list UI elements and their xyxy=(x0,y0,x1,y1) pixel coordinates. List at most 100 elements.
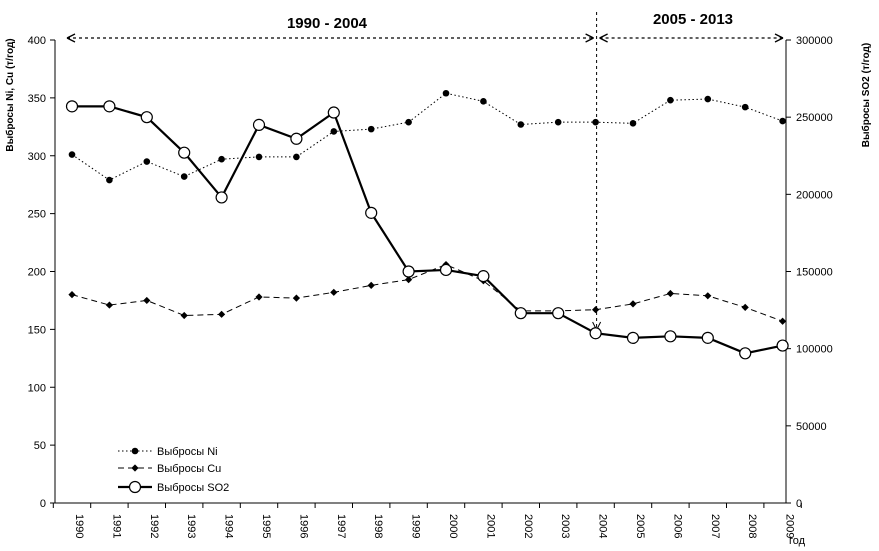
y-axis-left-title: Выбросы Ni, Cu (т/год) xyxy=(4,38,16,151)
x-tick-label: 2009 xyxy=(784,514,796,538)
series-3-line xyxy=(72,105,783,355)
series-2-point xyxy=(218,310,226,318)
x-tick-label: 1992 xyxy=(148,514,160,538)
y-tick-label-right: 250000 xyxy=(796,112,833,124)
x-tick-label: 2008 xyxy=(746,514,758,538)
series-2-point xyxy=(367,281,375,289)
x-tick-label: 2001 xyxy=(484,514,496,538)
series-2-point xyxy=(255,293,263,301)
legend-swatch-marker-3 xyxy=(128,480,142,494)
series xyxy=(65,89,789,360)
series-3-point xyxy=(140,111,153,124)
series-3-point xyxy=(439,263,453,277)
series-1-point xyxy=(667,96,674,104)
series-1-point xyxy=(480,98,487,105)
series-2 xyxy=(68,260,787,325)
series-2-point xyxy=(779,317,787,325)
period-2-arrow-right xyxy=(774,33,784,43)
y-tick-label-right: 200000 xyxy=(796,189,833,201)
series-3-point xyxy=(776,339,789,352)
series-3-point xyxy=(290,132,303,145)
legend-label-2: Выбросы Cu xyxy=(157,463,221,475)
series-3-point xyxy=(215,191,228,204)
period-2-arrow-left xyxy=(599,33,608,43)
series-1-point xyxy=(218,155,225,163)
legend-swatch-marker-2 xyxy=(131,464,139,472)
series-1-point xyxy=(442,89,450,97)
series-1-point xyxy=(704,95,712,103)
series-1-line xyxy=(71,92,783,181)
x-axis-title: год xyxy=(789,535,806,547)
series-1-point xyxy=(330,128,338,135)
series-3-point xyxy=(701,331,714,344)
series-1-point xyxy=(741,103,749,111)
series-1-point xyxy=(517,121,525,128)
series-2-point xyxy=(143,296,151,305)
series-3-point xyxy=(739,347,752,360)
series-3-point xyxy=(664,330,677,343)
axes: 0 50 100 150 200 250 300 350 400 0 50000 100000 1500… xyxy=(4,35,872,547)
series-2-point xyxy=(704,292,712,300)
x-tick-label: 1996 xyxy=(297,514,309,538)
series-2-point xyxy=(405,276,413,284)
y-tick-label-right: 50000 xyxy=(796,421,827,433)
series-1-point xyxy=(779,117,786,125)
series-1-point xyxy=(68,151,76,158)
series-3-point xyxy=(552,307,565,320)
x-tick-label: 2003 xyxy=(559,514,571,538)
series-3-point xyxy=(626,331,640,344)
series-2-point xyxy=(592,306,600,314)
series-2-point xyxy=(105,301,113,309)
series-2-point xyxy=(292,294,300,302)
series-3-point xyxy=(402,265,415,278)
series-1-point xyxy=(255,153,263,161)
period-label-1990-2004: 1990 - 2004 xyxy=(287,15,368,32)
series-2-point xyxy=(330,288,338,296)
y-tick-label-left: 150 xyxy=(28,324,46,336)
series-3-point xyxy=(327,106,340,119)
legend-label-3: Выбросы SO2 xyxy=(157,482,229,494)
series-1-point xyxy=(367,125,375,133)
y-tick-label-left: 350 xyxy=(28,93,46,105)
series-1-point xyxy=(106,176,113,184)
y-tick-label-right: 300000 xyxy=(796,35,833,47)
x-tick-label: 1994 xyxy=(223,514,235,538)
x-tick-label: 2002 xyxy=(522,514,534,538)
series-3-point xyxy=(589,327,602,340)
x-tick-label: 1995 xyxy=(260,514,272,538)
series-1-point xyxy=(405,118,412,126)
series-1-point xyxy=(180,173,188,180)
series-3-point xyxy=(65,100,79,113)
series-3-point xyxy=(103,100,116,113)
y-tick-label-right: 0 xyxy=(796,498,802,510)
series-2-point xyxy=(180,311,188,320)
series-3-point xyxy=(477,270,490,283)
y-tick-label-left: 0 xyxy=(40,498,46,510)
period-1-arrow-right xyxy=(585,33,594,43)
series-2-point xyxy=(629,300,637,308)
x-tick-label: 1998 xyxy=(372,514,384,538)
series-1-point xyxy=(293,153,300,161)
x-tick-label: 2000 xyxy=(447,514,459,538)
x-tick-label: 2005 xyxy=(634,514,646,538)
legend-label-1: Выбросы Ni xyxy=(157,446,218,458)
y-tick-label-right: 100000 xyxy=(796,344,833,356)
series-3 xyxy=(65,100,789,360)
x-tick-label: 1997 xyxy=(335,514,347,538)
x-tick-label: 1991 xyxy=(110,514,122,538)
y-tick-label-left: 200 xyxy=(28,267,46,279)
y-tick-label-left: 100 xyxy=(28,382,46,394)
period-annotations: 1990 - 2004 2005 - 2013 xyxy=(66,11,784,331)
y-tick-label-right: 150000 xyxy=(796,267,833,279)
series-2-point xyxy=(666,289,674,298)
period-label-2005-2013: 2005 - 2013 xyxy=(653,11,733,28)
series-1 xyxy=(68,89,786,184)
y-axis-right-title: Выбросы SO2 (т/год) xyxy=(860,43,872,147)
x-tick-label: 1990 xyxy=(73,514,85,538)
series-2-point xyxy=(741,303,749,311)
series-1-point xyxy=(143,158,151,165)
y-tick-label-left: 300 xyxy=(28,151,46,163)
y-tick-label-left: 400 xyxy=(28,35,46,47)
x-tick-label: 2004 xyxy=(597,514,609,538)
